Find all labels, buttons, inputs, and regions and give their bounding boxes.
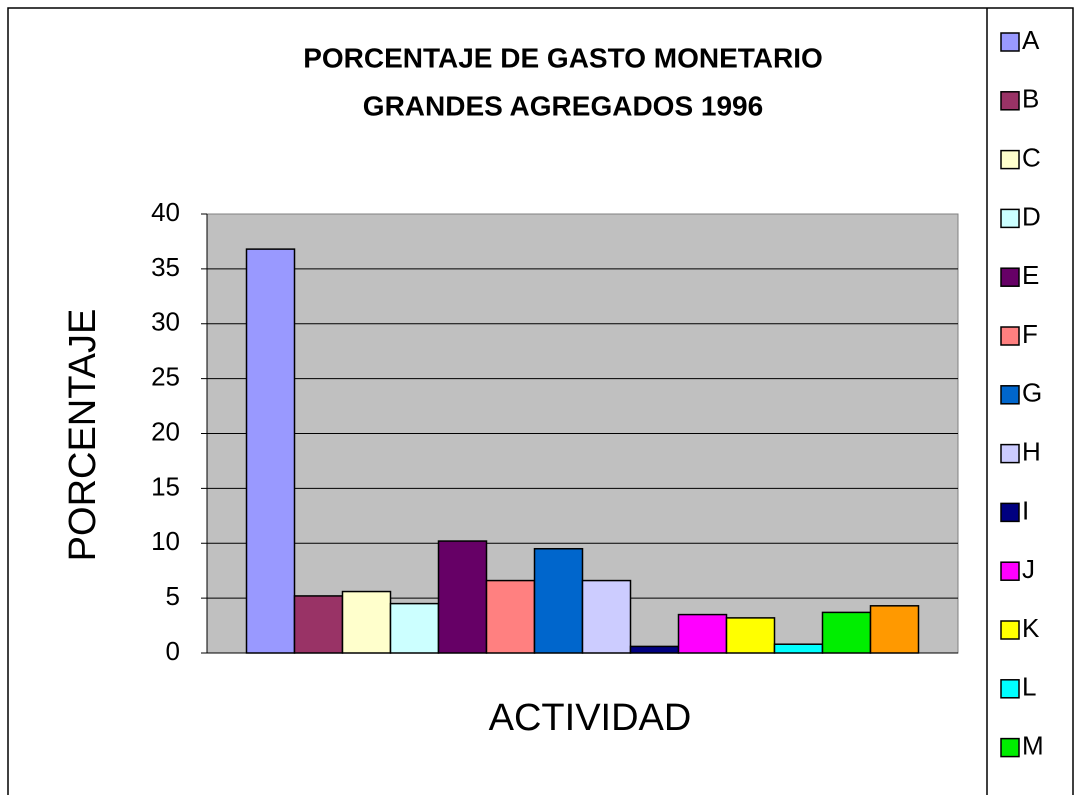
bar — [869, 605, 920, 654]
legend-swatch — [1000, 385, 1020, 405]
bar — [677, 613, 728, 654]
legend-label: J — [1022, 554, 1035, 584]
legend-label: I — [1022, 495, 1029, 525]
legend-label: B — [1022, 84, 1039, 114]
legend-label: K — [1022, 613, 1040, 643]
legend-swatch — [1000, 502, 1020, 523]
y-tick-label: 40 — [151, 197, 180, 227]
bar — [485, 579, 536, 654]
legend-swatch — [1000, 91, 1020, 111]
bar — [341, 590, 392, 654]
legend-swatch — [1000, 443, 1020, 464]
y-tick-label: 0 — [166, 636, 180, 666]
legend-swatch — [1000, 620, 1020, 640]
y-tick-label: 20 — [151, 416, 180, 446]
legend-swatch — [1000, 149, 1020, 170]
legend-swatch — [1000, 208, 1020, 229]
bar — [725, 617, 776, 654]
y-axis-title: PORCENTAJE — [62, 309, 104, 562]
x-axis-title: ACTIVIDAD — [489, 697, 692, 739]
bar — [629, 645, 680, 654]
y-tick-label: 15 — [151, 471, 180, 501]
legend-swatch — [1000, 561, 1020, 581]
bar — [581, 579, 632, 654]
chart-title: PORCENTAJE DE GASTO MONETARIO — [303, 42, 823, 73]
y-tick-label: 5 — [166, 581, 180, 611]
legend-label: H — [1022, 436, 1041, 466]
bar — [773, 643, 824, 654]
bar — [389, 602, 440, 654]
bar — [437, 540, 488, 654]
chart-title: GRANDES AGREGADOS 1996 — [363, 90, 763, 121]
bar — [821, 611, 872, 654]
legend-swatch — [1000, 32, 1020, 52]
legend-label: F — [1022, 319, 1038, 349]
legend-label: G — [1022, 378, 1042, 408]
legend-swatch — [1000, 737, 1020, 758]
bar — [533, 547, 584, 654]
y-tick-label: 35 — [151, 252, 180, 282]
legend-label: M — [1022, 730, 1044, 760]
legend-label: C — [1022, 142, 1041, 172]
legend-label: A — [1022, 25, 1040, 55]
legend-swatch — [1000, 679, 1020, 699]
bar — [293, 595, 344, 654]
legend-swatch — [1000, 326, 1020, 346]
y-tick-label: 30 — [151, 307, 180, 337]
y-tick-label: 25 — [151, 362, 180, 392]
y-tick-label: 10 — [151, 526, 180, 556]
legend-label: D — [1022, 201, 1041, 231]
bar — [245, 248, 296, 654]
legend-swatch — [1000, 267, 1020, 287]
legend-label: E — [1022, 260, 1039, 290]
legend-label: L — [1022, 672, 1036, 702]
